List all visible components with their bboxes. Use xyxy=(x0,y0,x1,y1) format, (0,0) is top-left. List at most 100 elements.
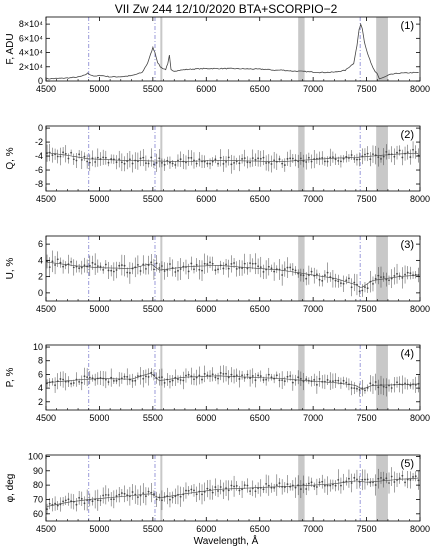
x-tick-label: 5000 xyxy=(89,413,109,423)
data-point xyxy=(203,262,206,265)
data-point xyxy=(214,158,217,161)
data-point xyxy=(417,479,420,482)
data-point xyxy=(382,276,385,278)
data-point xyxy=(158,376,161,379)
panel-label: (1) xyxy=(401,20,414,32)
data-point xyxy=(286,375,289,378)
data-point xyxy=(275,484,278,486)
data-point xyxy=(112,270,115,273)
data-point xyxy=(230,373,233,376)
x-tick-label: 7000 xyxy=(303,413,323,423)
data-point xyxy=(345,381,348,384)
data-point xyxy=(278,379,281,382)
axes-frame xyxy=(45,235,421,302)
data-point xyxy=(128,158,131,161)
data-point xyxy=(297,272,300,275)
data-point xyxy=(286,157,289,160)
data-point xyxy=(393,481,396,483)
data-point xyxy=(145,375,147,378)
data-point xyxy=(214,269,217,272)
data-point xyxy=(401,276,404,279)
data-point xyxy=(169,498,171,501)
data-point xyxy=(315,486,318,488)
data-point xyxy=(326,484,329,487)
data-point xyxy=(96,156,99,159)
data-point xyxy=(169,380,171,383)
data-point xyxy=(235,268,238,270)
data-point xyxy=(142,377,145,380)
data-point xyxy=(350,286,353,289)
data-point xyxy=(99,265,102,268)
shaded-band xyxy=(160,126,163,191)
x-tick-label: 5000 xyxy=(89,304,109,314)
data-point xyxy=(246,373,249,376)
data-point xyxy=(233,485,235,488)
data-point xyxy=(396,151,398,154)
data-point xyxy=(153,268,155,271)
data-point xyxy=(329,380,332,383)
data-point xyxy=(155,262,158,265)
data-point xyxy=(350,154,353,156)
data-point xyxy=(222,162,225,165)
data-point xyxy=(348,277,350,280)
data-point xyxy=(70,382,73,385)
data-point xyxy=(54,502,56,505)
data-point xyxy=(177,159,179,162)
data-point xyxy=(110,376,113,379)
data-point xyxy=(364,389,366,392)
x-tick-label: 6500 xyxy=(250,84,270,94)
data-point xyxy=(107,161,110,164)
data-point xyxy=(211,491,214,494)
data-point xyxy=(294,269,297,272)
x-tick-label: 7000 xyxy=(303,194,323,204)
data-point xyxy=(195,162,198,165)
data-point xyxy=(406,271,409,274)
data-point xyxy=(158,157,161,160)
data-point xyxy=(169,263,171,265)
shaded-band xyxy=(376,455,388,521)
data-point xyxy=(393,274,396,277)
data-point xyxy=(67,380,70,383)
data-point xyxy=(404,481,406,484)
data-point xyxy=(342,379,345,382)
data-point xyxy=(278,482,281,484)
data-point xyxy=(225,263,227,266)
data-point xyxy=(56,504,59,507)
data-point xyxy=(107,269,110,272)
data-point xyxy=(225,160,227,163)
data-point xyxy=(134,379,137,382)
y-axis-label: P, % xyxy=(5,367,16,387)
data-point xyxy=(179,379,182,381)
data-point xyxy=(390,277,393,280)
data-point xyxy=(251,157,254,159)
data-point xyxy=(356,387,358,390)
data-point xyxy=(96,265,99,268)
data-point xyxy=(251,262,254,265)
data-point xyxy=(147,490,150,493)
data-point xyxy=(230,163,233,166)
data-point xyxy=(414,384,417,386)
data-point xyxy=(161,265,163,267)
data-point xyxy=(78,153,81,156)
smoothed-line xyxy=(47,152,419,162)
y-tick-label: -2 xyxy=(35,137,43,147)
data-point xyxy=(374,381,377,383)
data-point xyxy=(64,152,67,155)
data-point xyxy=(102,156,105,159)
data-point xyxy=(270,163,273,165)
data-point xyxy=(102,268,105,271)
data-point xyxy=(372,283,374,285)
panel-label: (5) xyxy=(401,458,414,470)
y-tick-label: 0 xyxy=(38,123,43,133)
data-point xyxy=(78,496,81,499)
data-point xyxy=(94,161,97,163)
data-point xyxy=(294,486,297,489)
panel-label: (3) xyxy=(401,239,414,251)
data-point xyxy=(356,478,358,481)
shaded-band xyxy=(298,17,305,81)
data-point xyxy=(139,157,142,160)
data-point xyxy=(353,387,356,390)
data-point xyxy=(169,161,171,164)
data-point xyxy=(120,264,123,266)
